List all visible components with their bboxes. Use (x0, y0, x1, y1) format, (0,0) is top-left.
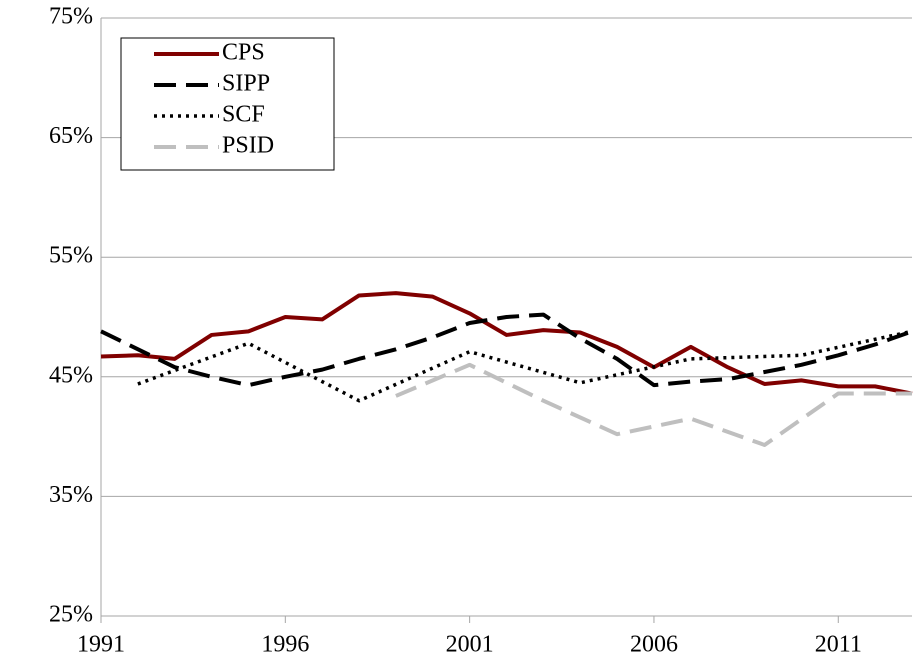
legend-label: SCF (222, 102, 265, 128)
y-tick-label: 55% (49, 243, 93, 269)
legend-label: PSID (222, 133, 274, 159)
x-tick-label: 1996 (261, 632, 309, 658)
legend-label: CPS (222, 40, 265, 66)
y-tick-label: 25% (49, 602, 93, 628)
legend-label: SIPP (222, 71, 270, 97)
y-tick-label: 45% (49, 362, 93, 388)
series-line (100, 291, 913, 396)
x-tick-label: 2001 (446, 632, 494, 658)
x-tick-label: 2011 (815, 632, 862, 658)
x-tick-label: 2006 (630, 632, 678, 658)
series-line (137, 329, 913, 403)
series-line (100, 312, 913, 388)
y-tick-label: 75% (49, 4, 93, 30)
x-tick-label: 1991 (77, 632, 125, 658)
y-tick-label: 65% (49, 123, 93, 149)
y-tick-label: 35% (49, 482, 93, 508)
